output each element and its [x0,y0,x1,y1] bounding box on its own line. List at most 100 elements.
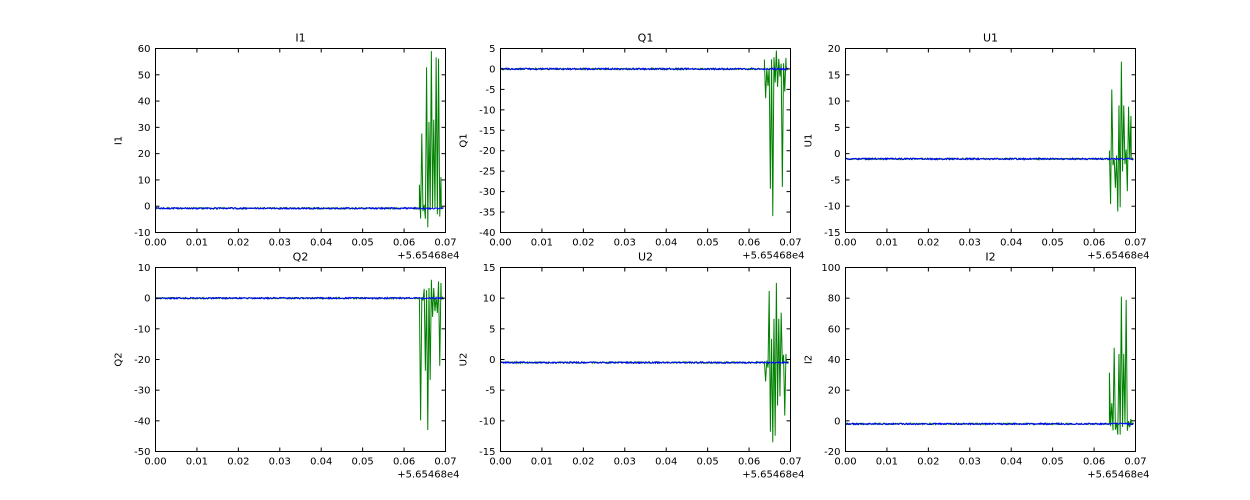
series-q2-blue [155,296,444,300]
series-q1-blue [500,67,789,71]
y-tick-label: 5 [489,324,495,335]
x-tick-label: 0.03 [269,457,291,468]
y-tick-label: -20 [479,146,495,157]
x-tick-label: 0.06 [738,457,760,468]
y-tick-label: -30 [479,187,495,198]
x-axis-offset-label: +5.65468e4 [742,251,804,262]
x-tick-label: 0.01 [531,457,553,468]
x-tick-label: 0.06 [393,457,415,468]
x-tick-label: 0.06 [393,238,415,249]
y-tick-label: -10 [134,228,150,239]
x-axis-offset-label: +5.65468e4 [742,470,804,481]
x-tick-label: 0.05 [697,238,719,249]
x-tick-label: 0.00 [489,238,511,249]
y-tick-label: 40 [138,97,151,108]
y-tick-label: 0 [834,416,840,427]
x-tick-label: 0.02 [572,457,594,468]
x-tick-label: 0.05 [1042,238,1064,249]
y-tick-label: 0 [144,294,150,305]
subplot-u2: 0.00 0.01 0.02 0.03 0.04 0.05 0.06 0.07 -15 -10 -5… [459,251,805,481]
subplot-title: I1 [295,32,305,45]
y-tick-label: 60 [828,324,841,335]
x-tick-label: 0.04 [1000,457,1022,468]
axes-frame [845,48,1136,233]
y-axis-label: Q2 [114,352,125,366]
y-tick-label: 40 [828,355,841,366]
x-tick-label: 0.02 [572,238,594,249]
y-tick-label: -10 [479,105,495,116]
x-tick-label: 0.03 [959,238,981,249]
y-tick-label: 30 [138,123,151,134]
y-tick-label: 0 [144,202,150,213]
series-q2-green [155,279,444,431]
x-tick-label: 0.01 [186,457,208,468]
x-tick-label: 0.01 [531,238,553,249]
x-tick-label: 0.01 [876,238,898,249]
subplot-q2: 0.00 0.01 0.02 0.03 0.04 0.05 0.06 0.07 -50 -40 -3… [114,251,460,481]
y-tick-label: 20 [138,149,151,160]
series-u2-blue [500,360,789,365]
x-tick-label: 0.05 [352,238,374,249]
series-i1-blue [155,206,444,211]
y-tick-label: 80 [828,294,841,305]
x-tick-label: 0.05 [697,457,719,468]
subplot-q1: 0.00 0.01 0.02 0.03 0.04 0.05 0.06 0.07 -40 -35 -3… [459,32,805,262]
x-tick-label: 0.05 [1042,457,1064,468]
x-tick-label: 0.05 [352,457,374,468]
x-tick-label: 0.03 [614,238,636,249]
x-tick-label: 0.06 [738,238,760,249]
x-tick-label: 0.01 [186,238,208,249]
x-tick-label: 0.04 [655,238,677,249]
subplot-title: Q2 [293,251,309,264]
series-u1-green [845,61,1134,212]
x-tick-label: 0.07 [779,457,801,468]
y-tick-label: 5 [834,123,840,134]
series-i2-blue [845,422,1134,426]
y-tick-label: -15 [479,447,495,458]
x-tick-label: 0.07 [1124,238,1146,249]
x-tick-label: 0.00 [144,457,166,468]
y-tick-label: -50 [134,447,150,458]
x-tick-label: 0.02 [917,238,939,249]
y-tick-label: -20 [824,447,840,458]
y-tick-label: 10 [138,175,151,186]
axes-frame [155,48,446,233]
y-tick-label: -30 [134,386,150,397]
y-tick-label: -40 [479,228,495,239]
y-tick-label: 15 [828,70,841,81]
series-i1-green [155,51,444,228]
x-tick-label: 0.00 [834,457,856,468]
subplot-u1: 0.00 0.01 0.02 0.03 0.04 0.05 0.06 0.07 -15 -10 -5… [804,32,1150,262]
y-axis-label: I2 [804,355,815,364]
y-tick-label: 0 [834,149,840,160]
y-tick-label: 10 [138,263,151,274]
y-tick-label: -10 [824,202,840,213]
x-tick-label: 0.06 [1083,457,1105,468]
x-tick-label: 0.07 [1124,457,1146,468]
axes-frame [500,48,791,233]
x-tick-label: 0.06 [1083,238,1105,249]
y-tick-label: -15 [824,228,840,239]
series-q1-green [500,50,789,217]
y-tick-label: -15 [479,126,495,137]
x-tick-label: 0.03 [614,457,636,468]
y-tick-label: 100 [821,263,840,274]
x-tick-label: 0.04 [310,457,332,468]
y-tick-label: 0 [489,64,495,75]
y-tick-label: -5 [486,85,496,96]
y-tick-label: 60 [138,44,151,55]
y-tick-label: 50 [138,70,151,81]
axes-frame [155,267,446,452]
y-axis-label: U2 [459,353,470,367]
subplot-title: U1 [983,32,998,45]
y-tick-label: 5 [489,44,495,55]
x-axis-offset-label: +5.65468e4 [1087,251,1149,262]
y-tick-label: 15 [483,263,496,274]
x-tick-label: 0.01 [876,457,898,468]
y-axis-label: I1 [114,136,125,145]
y-tick-label: -25 [479,167,495,178]
x-tick-label: 0.02 [227,457,249,468]
x-tick-label: 0.07 [434,457,456,468]
subplot-i1: 0.00 0.01 0.02 0.03 0.04 0.05 0.06 0.07 -10 0 10 20… [114,32,460,262]
y-axis-label: U1 [804,134,815,148]
